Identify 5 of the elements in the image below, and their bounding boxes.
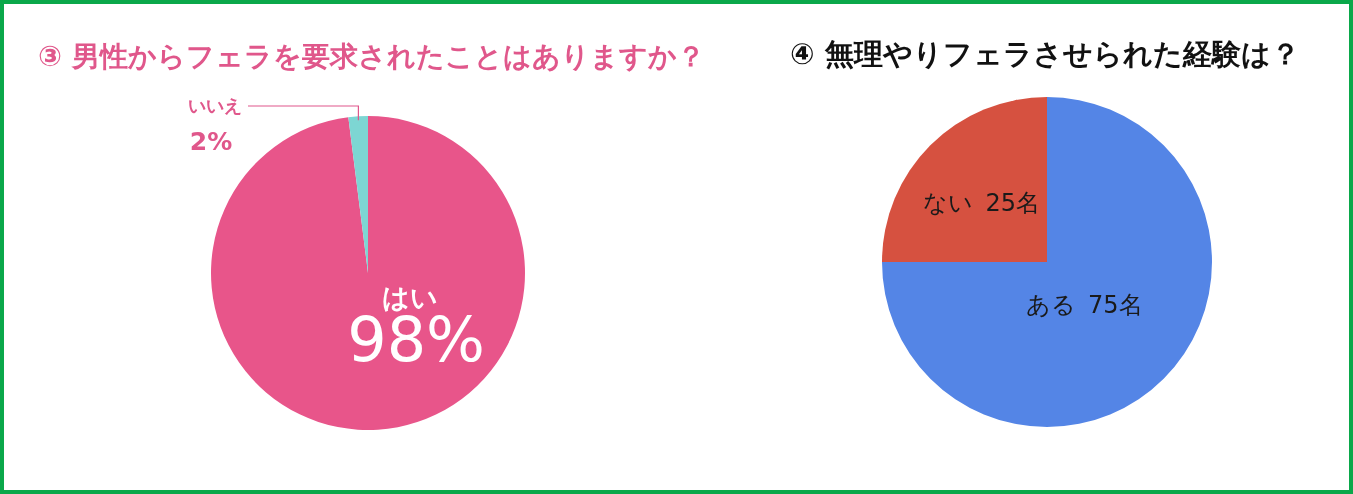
label: ない [923,188,974,217]
title: ④ 無理やりフェラさせられた経験は？ [790,37,1300,71]
label: ある [1026,291,1077,320]
title: ③ 男性からフェラを要求されたことはありますか？ [38,40,705,73]
label: いいえ [188,95,242,116]
